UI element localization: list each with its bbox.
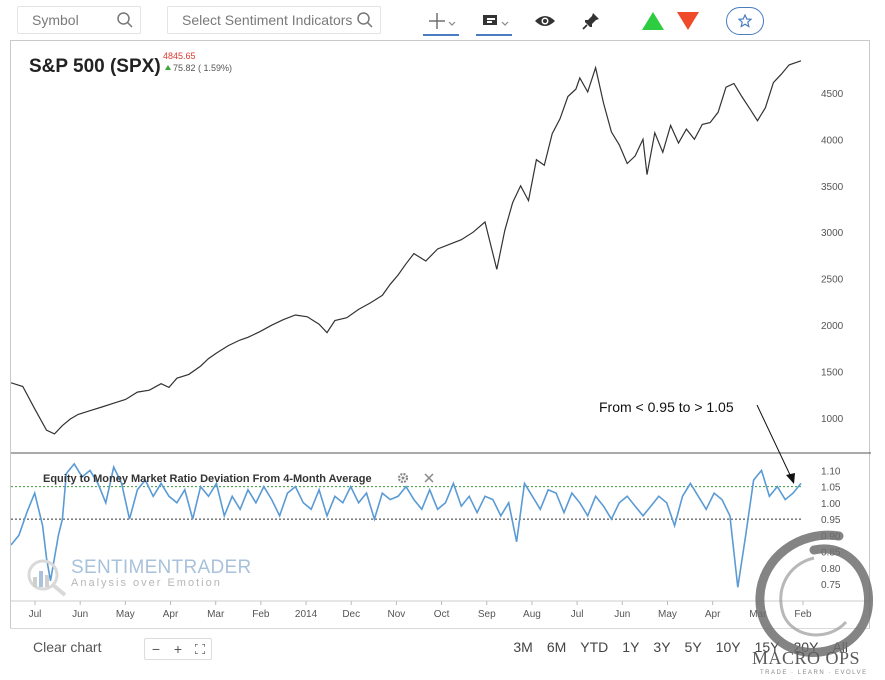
- x-tick-label: Oct: [434, 609, 450, 620]
- last-price: 4845.65: [163, 51, 196, 61]
- annotation-text: From < 0.95 to > 1.05: [599, 399, 734, 415]
- indicator-y-tick-label: 1.00: [821, 499, 841, 510]
- bottom-bar: Clear chart − + 3M 6M YTD 1Y 3Y 5Y 10Y 15Y 20Y Al…: [10, 628, 870, 668]
- indicator-search: [167, 6, 381, 34]
- annotation-arrow-line: [756, 404, 792, 478]
- price-y-axis: 1000 1500 2000 2500 3000 3500 4000 4500: [821, 89, 844, 425]
- x-tick-label: Jun: [72, 609, 88, 620]
- indicator-title: Equity to Money Market Ratio Deviation F…: [43, 473, 372, 485]
- x-tick-label: May: [658, 609, 677, 620]
- x-tick-label: May: [116, 609, 135, 620]
- range-5y-button[interactable]: 5Y: [684, 639, 702, 655]
- x-tick-label: Jul: [571, 609, 584, 620]
- x-tick-label: Feb: [794, 609, 812, 620]
- active-underline: [423, 34, 459, 36]
- sell-signal-button[interactable]: [675, 6, 701, 36]
- price-up-icon: [165, 65, 171, 70]
- range-ytd-button[interactable]: YTD: [580, 639, 609, 655]
- x-tick-label: Mar: [207, 609, 225, 620]
- chart-frame: S&P 500 (SPX) 4845.65 75.82 ( 1.59%) 100…: [10, 40, 871, 668]
- buy-signal-button[interactable]: [640, 6, 666, 36]
- chart-canvas[interactable]: S&P 500 (SPX) 4845.65 75.82 ( 1.59%) 100…: [11, 41, 871, 629]
- close-icon[interactable]: [424, 473, 434, 483]
- price-panel: S&P 500 (SPX) 4845.65 75.82 ( 1.59%) 100…: [11, 51, 844, 435]
- price-y-tick-label: 3000: [821, 228, 844, 239]
- favorite-star-icon: [738, 14, 752, 28]
- range-1y-button[interactable]: 1Y: [622, 639, 640, 655]
- range-3y-button[interactable]: 3Y: [653, 639, 671, 655]
- magnifier-logo-icon: [27, 559, 67, 597]
- price-y-tick-label: 4500: [821, 89, 844, 100]
- price-y-tick-label: 4000: [821, 135, 844, 146]
- visibility-button[interactable]: [532, 6, 558, 36]
- x-tick-label: Feb: [252, 609, 270, 620]
- x-tick-label: Dec: [342, 609, 360, 620]
- fullscreen-button[interactable]: [189, 639, 211, 659]
- price-y-tick-label: 3500: [821, 182, 844, 193]
- price-y-tick-label: 1500: [821, 368, 844, 379]
- chart-type-icon: [483, 15, 509, 26]
- sell-arrow-icon: [677, 12, 699, 30]
- range-15y-button[interactable]: 15Y: [754, 639, 780, 655]
- search-icon[interactable]: [356, 11, 374, 29]
- watermark-tagline: TRADE · LEARN · EVOLVE: [760, 670, 868, 676]
- arrow-head-icon: [786, 473, 795, 484]
- macro-ops-logo-icon: [755, 530, 873, 657]
- indicator-series-line: [11, 462, 802, 588]
- indicator-y-tick-label: 1.10: [821, 466, 841, 477]
- price-y-tick-label: 2500: [821, 275, 844, 286]
- crosshair-button[interactable]: [423, 6, 459, 36]
- eye-icon: [535, 16, 555, 26]
- indicator-y-tick-label: 1.05: [821, 483, 841, 494]
- x-tick-label: Jul: [29, 609, 42, 620]
- price-change: 75.82 ( 1.59%): [173, 63, 232, 73]
- pin-button[interactable]: [578, 6, 604, 36]
- fullscreen-icon: [195, 644, 205, 654]
- indicator-input[interactable]: [168, 7, 380, 33]
- brand-tagline: Analysis over Emotion: [71, 577, 222, 589]
- buy-arrow-icon: [642, 12, 664, 30]
- x-tick-label: Apr: [705, 609, 721, 620]
- range-3m-button[interactable]: 3M: [513, 639, 533, 655]
- chart-title: S&P 500 (SPX): [29, 56, 161, 77]
- indicator-y-tick-label: 0.75: [821, 580, 841, 591]
- range-10y-button[interactable]: 10Y: [715, 639, 741, 655]
- range-6m-button[interactable]: 6M: [546, 639, 567, 655]
- x-tick-label: Aug: [523, 609, 541, 620]
- active-underline: [476, 34, 512, 36]
- toolbar: [0, 0, 885, 42]
- crosshair-icon: [429, 13, 456, 29]
- x-tick-label: 2014: [295, 609, 318, 620]
- watermark-name: MACRO OPS: [752, 648, 861, 668]
- pin-icon: [582, 13, 599, 30]
- price-y-tick-label: 2000: [821, 321, 844, 332]
- gear-icon[interactable]: [397, 472, 409, 484]
- indicator-y-tick-label: 0.95: [821, 515, 841, 526]
- symbol-input[interactable]: [18, 7, 140, 33]
- zoom-controls: − +: [144, 638, 212, 660]
- brand-name: SENTIMENTRADER: [71, 557, 252, 578]
- price-y-tick-label: 1000: [821, 414, 844, 425]
- price-series-line: [11, 60, 802, 435]
- x-tick-label: Sep: [478, 609, 496, 620]
- x-axis: Jul Jun May Apr Mar Feb 2014 Dec Nov Oct Sep Aug Jul…: [29, 601, 812, 620]
- favorite-button[interactable]: [726, 7, 764, 35]
- x-tick-label: Apr: [163, 609, 179, 620]
- x-tick-label: Jun: [614, 609, 630, 620]
- symbol-search: [17, 6, 141, 34]
- range-selector: 3M 6M YTD 1Y 3Y 5Y 10Y 15Y 20Y All: [499, 639, 848, 655]
- zoom-out-button[interactable]: −: [151, 641, 161, 657]
- x-tick-label: Nov: [388, 609, 406, 620]
- zoom-in-button[interactable]: +: [173, 641, 183, 657]
- search-icon[interactable]: [116, 11, 134, 29]
- indicator-y-tick-label: 0.80: [821, 564, 841, 575]
- clear-chart-button[interactable]: Clear chart: [33, 639, 102, 655]
- chart-type-button[interactable]: [476, 6, 512, 36]
